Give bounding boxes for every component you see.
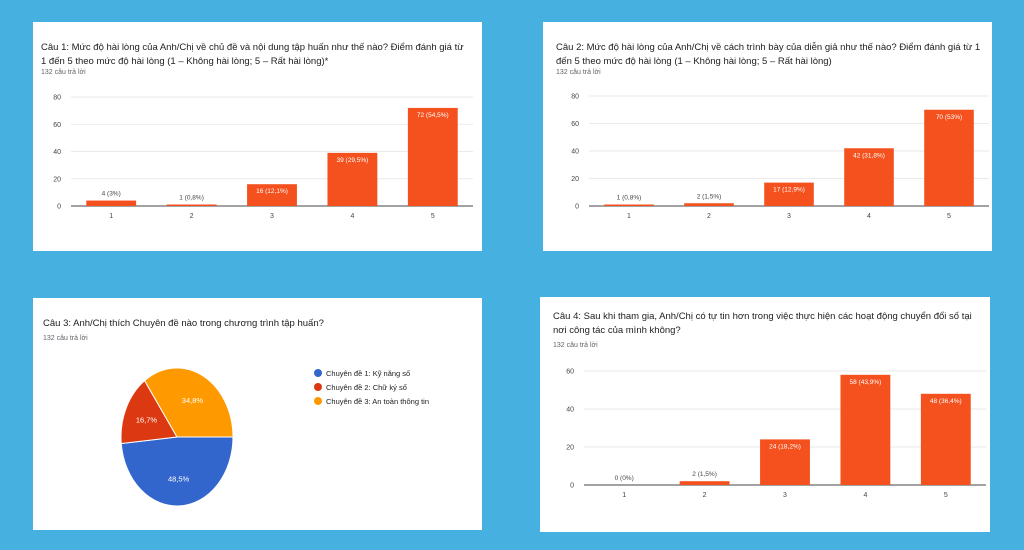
y-tick-label: 0 — [575, 204, 579, 211]
chart-card-q3: Câu 3: Anh/Chị thích Chuyên đề nào trong… — [33, 298, 482, 530]
question-title: Câu 4: Sau khi tham gia, Anh/Chị có tự t… — [553, 311, 972, 336]
x-tick-label: 4 — [863, 492, 867, 499]
slice-label: 48,5% — [168, 474, 190, 483]
y-tick-label: 60 — [53, 122, 61, 129]
data-label: 48 (36,4%) — [930, 398, 962, 405]
bar — [604, 204, 654, 206]
y-tick-label: 40 — [53, 149, 61, 156]
bar — [924, 109, 974, 206]
chart-card-q2: Câu 2: Mức độ hài lòng của Anh/Chị về cá… — [543, 22, 992, 251]
legend-swatch — [314, 383, 322, 391]
bar — [684, 203, 734, 206]
y-tick-label: 20 — [571, 176, 579, 183]
legend-label: Chuyên đề 3: An toàn thông tin — [326, 396, 429, 406]
legend-label: Chuyên đề 2: Chữ ký số — [326, 382, 407, 392]
response-count: 132 câu trả lời — [553, 342, 598, 349]
legend-label: Chuyên đề 1: Kỹ năng số — [326, 368, 411, 378]
y-tick-label: 0 — [570, 483, 574, 490]
x-tick-label: 3 — [787, 213, 791, 220]
bar-chart-q1: 0 20 40 60 80 4 (3%) 1 1 (0,8%) 2 16 (12,1%) 3 39 (… — [53, 95, 473, 220]
y-tick-label: 20 — [53, 176, 61, 183]
question-title: Câu 1: Mức độ hài lòng của Anh/Chị về ch… — [41, 42, 464, 67]
legend-item: Chuyên đề 3: An toàn thông tin — [314, 394, 429, 408]
bar — [764, 182, 814, 206]
chart-card-q1: Câu 1: Mức độ hài lòng của Anh/Chị về ch… — [33, 22, 482, 251]
bar — [327, 152, 378, 206]
x-tick-label: 1 — [622, 492, 626, 499]
x-tick-label: 5 — [431, 213, 435, 220]
y-tick-label: 20 — [566, 445, 574, 452]
pie-slice — [120, 436, 234, 507]
x-tick-label: 3 — [783, 492, 787, 499]
y-tick-label: 60 — [566, 369, 574, 376]
bar — [840, 374, 891, 485]
bar — [407, 107, 458, 206]
pie-slice — [144, 367, 234, 438]
response-count: 132 câu trả lời — [43, 335, 88, 342]
question-title: Câu 3: Anh/Chị thích Chuyên đề nào trong… — [43, 318, 324, 329]
data-label: 72 (54,5%) — [417, 112, 449, 119]
data-label: 1 (0,8%) — [179, 195, 204, 202]
bar — [86, 200, 137, 206]
data-label: 4 (3%) — [102, 191, 121, 198]
data-label: 42 (31,8%) — [853, 152, 885, 159]
data-label: 2 (1,5%) — [697, 193, 722, 200]
slice-label: 34,8% — [182, 396, 204, 405]
y-tick-label: 60 — [571, 121, 579, 128]
y-tick-label: 80 — [571, 94, 579, 101]
y-tick-label: 40 — [571, 149, 579, 156]
x-tick-label: 3 — [270, 213, 274, 220]
response-count: 132 câu trả lời — [41, 69, 86, 76]
y-tick-label: 0 — [57, 204, 61, 211]
legend-swatch — [314, 397, 322, 405]
y-tick-label: 80 — [53, 95, 61, 102]
legend-swatch — [314, 369, 322, 377]
data-label: 2 (1,5%) — [692, 471, 717, 478]
response-count: 132 câu trả lời — [556, 69, 601, 76]
x-tick-label: 1 — [109, 213, 113, 220]
data-label: 24 (18,2%) — [769, 443, 801, 450]
x-tick-label: 2 — [190, 213, 194, 220]
bar — [760, 439, 810, 485]
legend-item: Chuyên đề 1: Kỹ năng số — [314, 366, 429, 380]
data-label: 1 (0,8%) — [617, 195, 642, 202]
data-label: 16 (12,1%) — [256, 188, 288, 195]
data-label: 0 (0%) — [615, 475, 634, 482]
bar — [679, 481, 730, 485]
x-tick-label: 5 — [944, 492, 948, 499]
bar-chart-q2: 0 20 40 60 80 1 (0,8%) 1 2 (1,5%) 2 17 (12,9%) 3 42… — [571, 94, 989, 220]
x-tick-label: 5 — [947, 213, 951, 220]
slice-label: 16,7% — [136, 416, 158, 425]
pie-chart-q3: 48,5% 16,7% 34,8% — [120, 367, 234, 507]
bar-chart-q4: 0 20 40 60 0 (0%) 1 2 (1,5%) 2 24 (18,2%) 3 58 (43… — [566, 369, 986, 499]
data-label: 58 (43,9%) — [850, 379, 882, 386]
pie-slice — [120, 379, 178, 445]
data-label: 39 (29,5%) — [337, 157, 369, 164]
x-tick-label: 1 — [627, 213, 631, 220]
chart-card-q4: Câu 4: Sau khi tham gia, Anh/Chị có tự t… — [540, 297, 990, 532]
x-tick-label: 2 — [703, 492, 707, 499]
legend-item: Chuyên đề 2: Chữ ký số — [314, 380, 429, 394]
question-title: Câu 2: Mức độ hài lòng của Anh/Chị về cá… — [556, 42, 981, 67]
data-label: 70 (53%) — [936, 114, 962, 121]
bar — [844, 148, 894, 206]
pie-legend: Chuyên đề 1: Kỹ năng số Chuyên đề 2: Chữ… — [314, 366, 429, 408]
x-tick-label: 4 — [867, 213, 871, 220]
bar — [166, 204, 217, 206]
bar — [920, 393, 971, 485]
y-tick-label: 40 — [566, 407, 574, 414]
x-tick-label: 4 — [350, 213, 354, 220]
data-label: 17 (12,9%) — [773, 187, 805, 194]
bar — [247, 184, 297, 206]
x-tick-label: 2 — [707, 213, 711, 220]
